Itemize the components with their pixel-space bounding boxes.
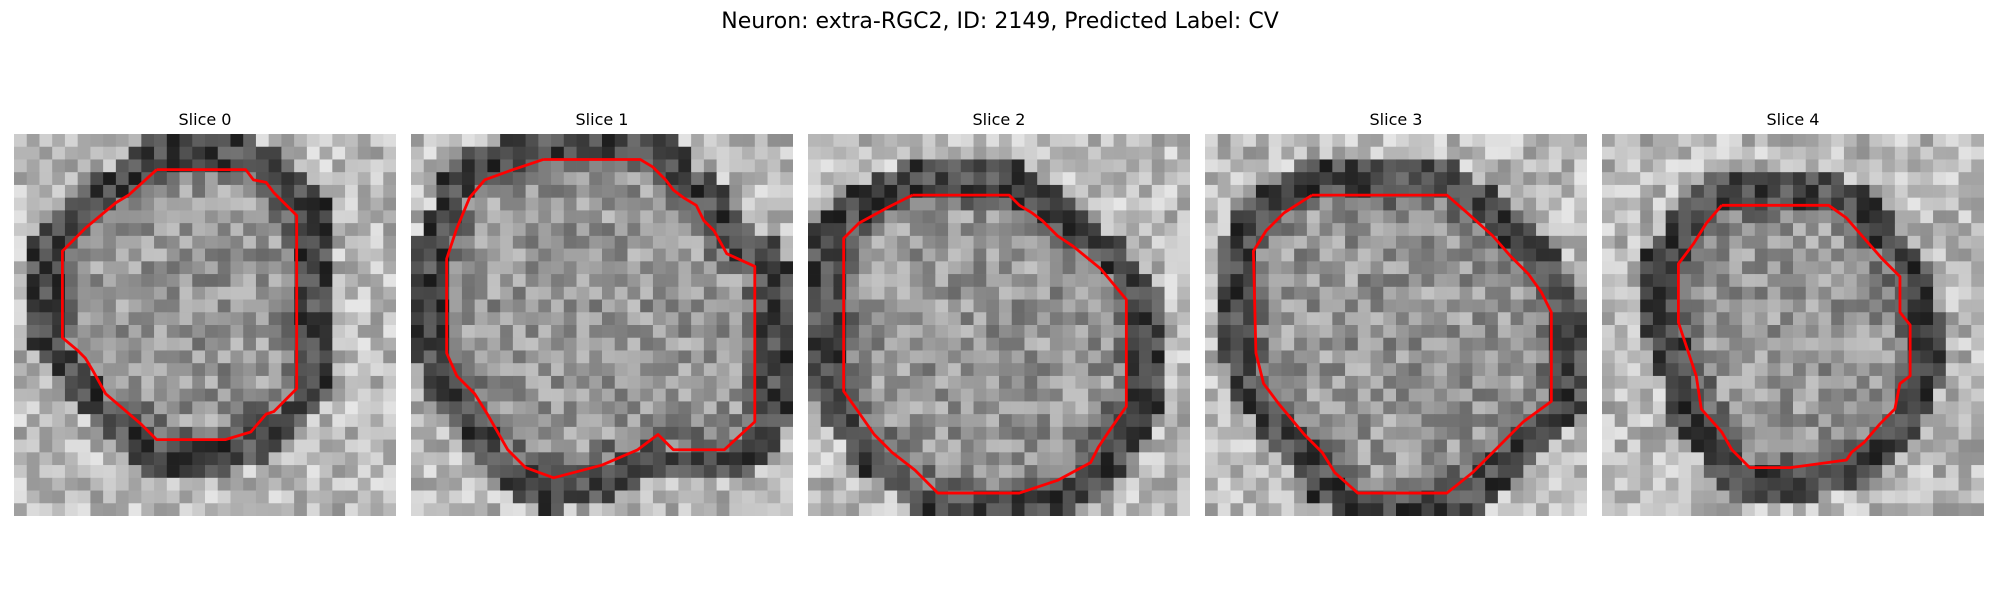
pixel-grid [14, 134, 396, 516]
slice-panel-0: Slice 0 [14, 104, 396, 520]
slice-title: Slice 0 [178, 110, 232, 129]
slice-image [808, 134, 1190, 516]
pixel-grid [411, 134, 793, 516]
figure-title: Neuron: extra-RGC2, ID: 2149, Predicted … [721, 9, 1279, 34]
slice-image [1602, 134, 1984, 516]
slice-title: Slice 3 [1369, 110, 1423, 129]
slice-title: Slice 1 [575, 110, 629, 129]
pixel-grid [1205, 134, 1587, 516]
slice-image [411, 134, 793, 516]
slice-title: Slice 4 [1766, 110, 1820, 129]
segmentation-contour [1251, 193, 1553, 495]
slice-image [14, 134, 396, 516]
slice-panel-1: Slice 1 [411, 104, 793, 520]
pixel-grid [1602, 134, 1984, 516]
segmentation-contour [1676, 203, 1912, 470]
slice-title: Slice 2 [972, 110, 1026, 129]
slice-panel-4: Slice 4 [1602, 104, 1984, 520]
slice-image [1205, 134, 1587, 516]
segmentation-contour [445, 158, 757, 480]
slice-panel-2: Slice 2 [808, 104, 1190, 520]
segmentation-contour [842, 193, 1128, 495]
segmentation-contour [60, 168, 299, 442]
slice-panel-3: Slice 3 [1205, 104, 1587, 520]
pixel-grid [808, 134, 1190, 516]
